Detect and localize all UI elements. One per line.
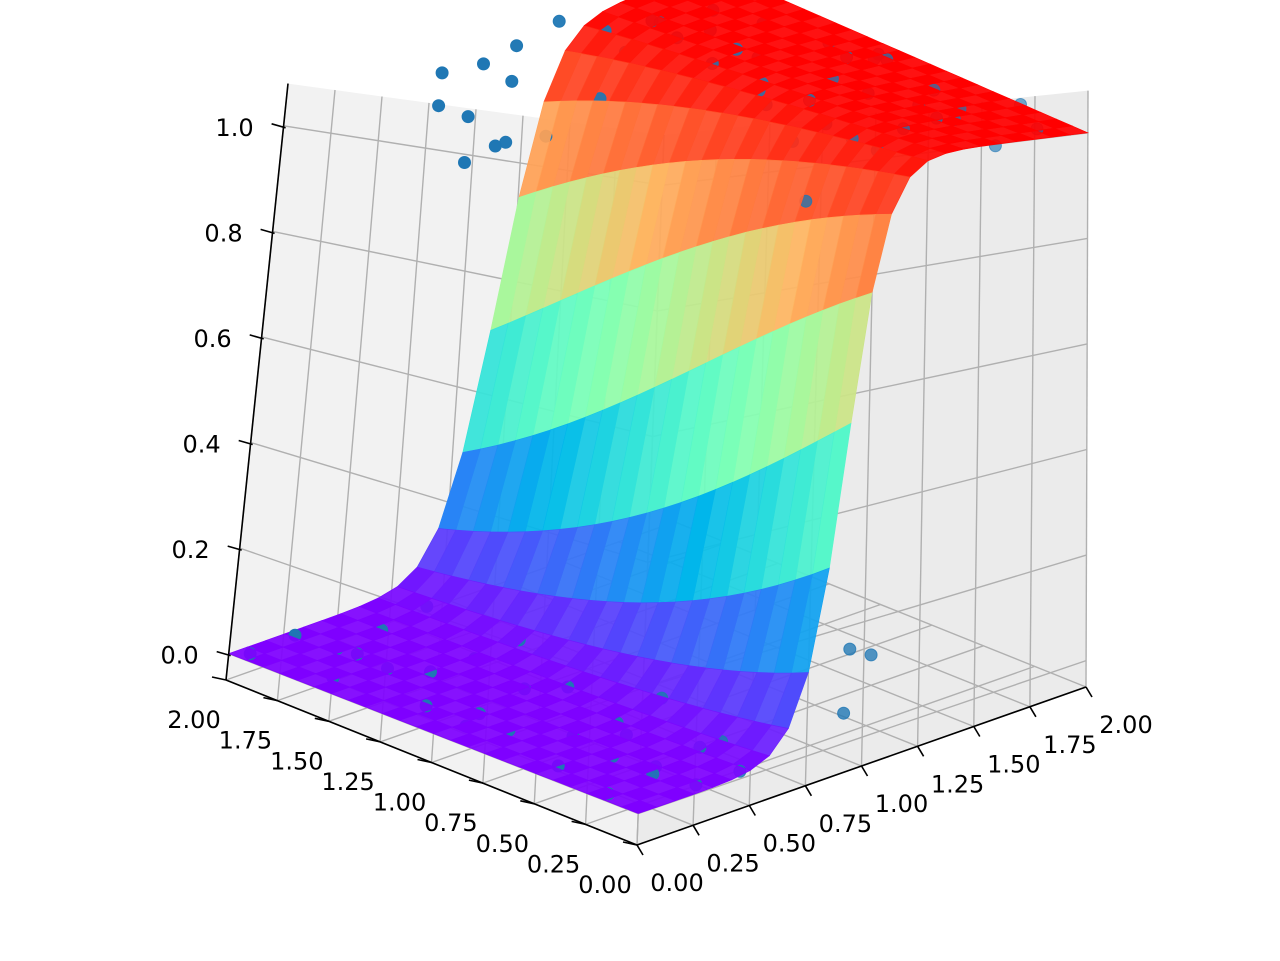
y-tick [211,676,227,681]
scatter-point [864,648,878,662]
x-tick [1029,706,1037,718]
z-tick [249,334,264,340]
y-tick [365,738,381,743]
y-tick-label: 1.50 [270,747,323,775]
x-tick [1085,686,1093,698]
x-tick [804,785,813,797]
scatter-point [432,99,446,113]
scatter-point [435,66,449,80]
scatter-point [458,156,471,169]
x-tick [973,726,981,737]
scatter-point [552,14,566,28]
scatter-point [837,706,851,720]
x-tick [748,805,756,816]
x-tick [636,844,644,856]
z-tick [238,439,253,446]
y-tick [314,717,329,723]
grid-line [973,101,983,727]
grid-line [916,107,930,747]
scatter-point [505,74,519,88]
y-tick [468,779,484,784]
x-tick-label: 0.75 [819,810,872,838]
tick-labels: 0.000.250.500.751.001.251.501.752.000.00… [161,114,1153,899]
scatter-point [510,39,524,53]
x-tick-label: 1.50 [987,751,1040,779]
z-tick-label: 0.4 [183,431,221,459]
scatter-point [843,642,857,656]
surface-mesh [227,0,1090,814]
x-tick-label: 1.25 [931,770,984,798]
z-tick-label: 0.8 [204,219,242,247]
y-tick [520,800,535,805]
x-tick-label: 0.25 [706,849,759,877]
z-tick [227,545,242,551]
z-tick [271,123,286,129]
x-tick [860,765,869,777]
x-tick [692,824,700,836]
y-tick-label: 0.50 [476,830,529,858]
x-tick-label: 1.00 [875,790,928,818]
y-tick-label: 1.00 [373,789,426,817]
z-tick-label: 0.2 [172,536,210,564]
z-tick-label: 0.6 [194,325,232,353]
x-tick-label: 0.00 [650,869,703,897]
z-axis-line [225,83,289,681]
grid-line [637,659,1087,815]
z-tick [216,650,231,657]
surface-face [227,646,266,661]
x-tick-label: 2.00 [1099,711,1152,739]
scatter-point [461,110,475,124]
y-tick-label: 2.00 [167,706,220,734]
x-tick-label: 1.75 [1043,731,1096,759]
grid-line [1085,90,1089,688]
y-tick-label: 0.75 [424,809,477,837]
y-tick [622,841,638,846]
scatter-point [477,57,490,71]
y-tick [263,696,278,702]
y-tick-label: 0.25 [527,850,580,878]
scatter-point [488,139,502,153]
y-tick [571,820,586,826]
y-tick-label: 1.75 [219,727,272,755]
x-tick [916,745,925,757]
axis-lines [211,83,1093,856]
x-tick-label: 0.50 [763,830,816,858]
y-tick-label: 0.00 [578,871,631,899]
y-tick-label: 1.25 [321,768,374,796]
z-tick-label: 0.0 [161,642,199,670]
y-tick [417,758,432,764]
surface-face [751,0,760,2]
z-tick [260,228,275,235]
grid-line [1029,96,1036,707]
z-tick-label: 1.0 [215,114,253,142]
grid-line [276,89,336,701]
